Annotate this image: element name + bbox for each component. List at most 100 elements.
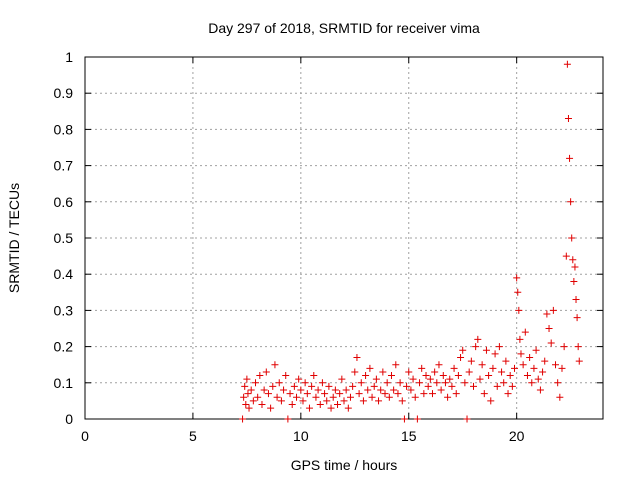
- data-point: [357, 379, 365, 387]
- data-point: [303, 390, 311, 398]
- data-point: [403, 382, 411, 390]
- data-point: [398, 397, 406, 405]
- data-point: [539, 368, 547, 376]
- data-point: [508, 382, 516, 390]
- data-point: [243, 375, 251, 383]
- data-point: [437, 386, 445, 394]
- data-point: [454, 372, 462, 380]
- data-point: [516, 335, 524, 343]
- data-point: [478, 361, 486, 369]
- data-point: [338, 375, 346, 383]
- x-tick-label: 5: [189, 428, 197, 444]
- grid-lines: [85, 57, 603, 419]
- data-point: [264, 390, 272, 398]
- data-point: [552, 361, 560, 369]
- data-point: [299, 397, 307, 405]
- data-point: [364, 386, 372, 394]
- y-tick-label: 0: [65, 411, 73, 427]
- data-point: [514, 288, 522, 296]
- x-tick-label: 10: [293, 428, 309, 444]
- data-point: [305, 404, 313, 412]
- data-point: [249, 397, 257, 405]
- data-point: [331, 386, 339, 394]
- data-point: [528, 379, 536, 387]
- data-point: [340, 397, 348, 405]
- data-point: [247, 386, 255, 394]
- data-point: [342, 386, 350, 394]
- data-point: [452, 390, 460, 398]
- data-point: [271, 361, 279, 369]
- data-point: [545, 325, 553, 332]
- data-point: [267, 404, 275, 412]
- y-axis-title: SRMTID / TECUs: [6, 183, 22, 293]
- data-point: [470, 382, 477, 390]
- data-point: [368, 393, 376, 401]
- data-point: [532, 346, 540, 354]
- data-point: [523, 372, 531, 380]
- data-point: [346, 393, 354, 401]
- data-point: [321, 390, 329, 398]
- data-point: [327, 404, 335, 412]
- data-point: [569, 256, 577, 264]
- data-point: [277, 397, 285, 405]
- y-tick-label: 1: [65, 49, 73, 65]
- data-point: [316, 401, 324, 409]
- data-point: [258, 401, 266, 409]
- data-point: [560, 343, 568, 351]
- data-point: [567, 198, 575, 206]
- data-point: [284, 415, 292, 423]
- data-point: [489, 364, 497, 372]
- data-point: [301, 379, 309, 387]
- data-point: [564, 115, 572, 123]
- data-point: [323, 397, 331, 405]
- data-point: [467, 357, 475, 365]
- data-point: [571, 263, 579, 271]
- data-point: [336, 390, 344, 398]
- data-point: [562, 252, 570, 260]
- data-point: [334, 401, 342, 409]
- data-point: [563, 60, 571, 68]
- data-point: [450, 364, 458, 372]
- data-point: [521, 328, 529, 336]
- data-point: [396, 379, 404, 387]
- data-point: [573, 314, 581, 322]
- data-point: [254, 393, 262, 401]
- data-point: [241, 382, 249, 390]
- data-point: [568, 234, 576, 242]
- data-point: [463, 415, 471, 423]
- data-point: [286, 390, 294, 398]
- x-tick-label: 20: [509, 428, 525, 444]
- data-point: [290, 382, 298, 390]
- data-point: [416, 379, 424, 387]
- data-point: [310, 372, 318, 380]
- y-tick-label: 0.6: [54, 194, 74, 210]
- data-point: [359, 397, 367, 405]
- data-point: [409, 375, 417, 383]
- data-point: [293, 393, 301, 401]
- data-point: [418, 364, 426, 372]
- data-point: [441, 379, 449, 387]
- data-point: [422, 372, 430, 380]
- data-point: [446, 375, 454, 383]
- data-point: [379, 368, 387, 376]
- data-point: [295, 375, 303, 383]
- data-point: [543, 310, 551, 318]
- data-point: [424, 382, 432, 390]
- data-point: [549, 306, 557, 314]
- data-point: [506, 372, 514, 380]
- data-point: [536, 386, 544, 394]
- data-point: [554, 379, 562, 387]
- data-point: [383, 379, 391, 387]
- data-point: [502, 357, 510, 365]
- data-point: [392, 361, 400, 369]
- data-point: [282, 372, 290, 380]
- data-point: [435, 361, 443, 369]
- data-point: [252, 379, 260, 387]
- data-point: [260, 386, 268, 394]
- data-point: [262, 368, 270, 376]
- data-point: [387, 372, 395, 380]
- data-point: [400, 415, 408, 423]
- data-point: [474, 335, 482, 343]
- data-point: [413, 415, 421, 423]
